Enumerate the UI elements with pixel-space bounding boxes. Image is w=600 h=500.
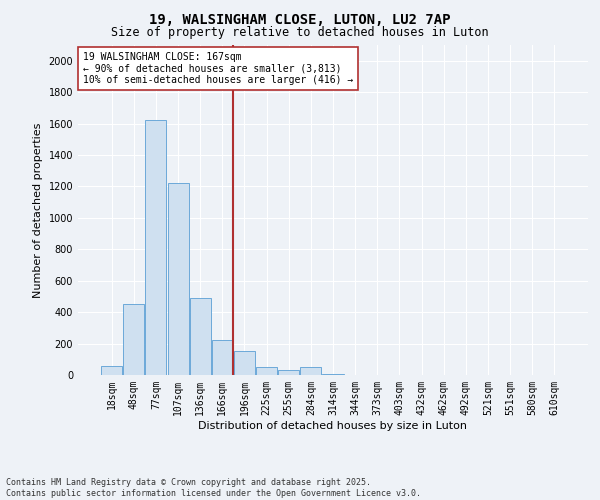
Bar [190, 298, 211, 375]
Text: 19, WALSINGHAM CLOSE, LUTON, LU2 7AP: 19, WALSINGHAM CLOSE, LUTON, LU2 7AP [149, 12, 451, 26]
Text: Size of property relative to detached houses in Luton: Size of property relative to detached ho… [111, 26, 489, 39]
Y-axis label: Number of detached properties: Number of detached properties [33, 122, 43, 298]
Bar [101, 366, 122, 375]
Bar [256, 367, 277, 375]
Bar [145, 120, 166, 375]
Bar [124, 304, 145, 375]
Bar [278, 370, 299, 375]
Text: 19 WALSINGHAM CLOSE: 167sqm
← 90% of detached houses are smaller (3,813)
10% of : 19 WALSINGHAM CLOSE: 167sqm ← 90% of det… [83, 52, 353, 85]
Bar [301, 367, 322, 375]
Bar [234, 350, 255, 375]
Bar [322, 374, 344, 375]
Text: Contains HM Land Registry data © Crown copyright and database right 2025.
Contai: Contains HM Land Registry data © Crown c… [6, 478, 421, 498]
Bar [167, 184, 188, 375]
X-axis label: Distribution of detached houses by size in Luton: Distribution of detached houses by size … [199, 420, 467, 430]
Bar [212, 340, 233, 375]
